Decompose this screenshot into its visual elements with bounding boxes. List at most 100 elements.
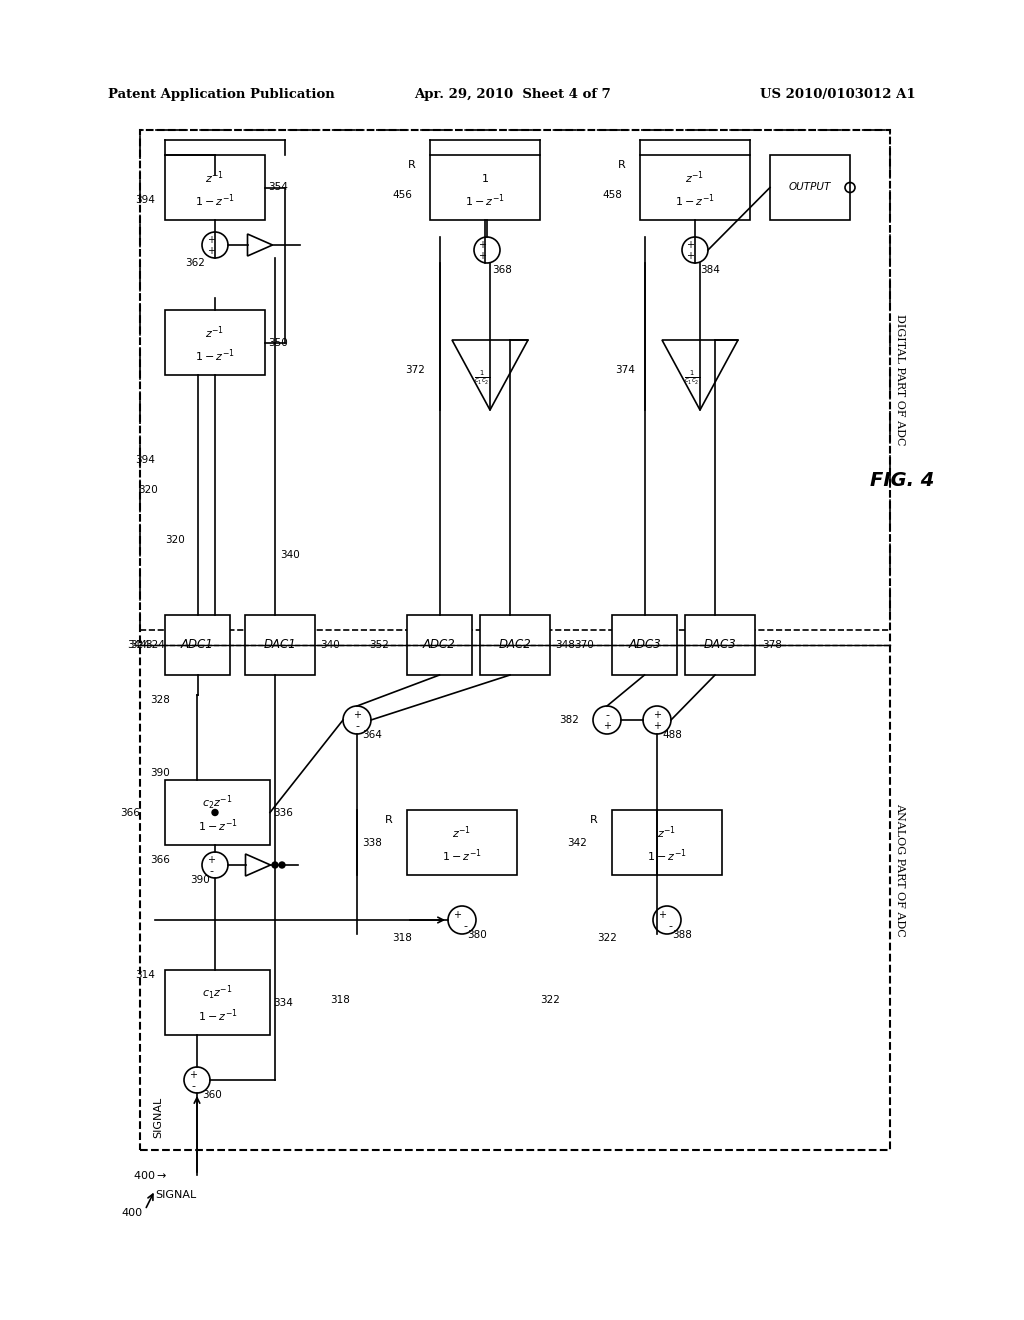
Text: 348: 348 [555,640,574,649]
Text: $1-z^{-1}$: $1-z^{-1}$ [465,193,505,209]
Text: $\frac{1}{c_1 c_2}$: $\frac{1}{c_1 c_2}$ [474,370,490,387]
FancyBboxPatch shape [612,810,722,875]
Text: 400: 400 [122,1208,143,1218]
Text: 382: 382 [559,715,579,725]
Circle shape [202,232,228,257]
Text: 334: 334 [273,998,293,1007]
Text: FIG. 4: FIG. 4 [870,470,934,490]
Text: $1-z^{-1}$: $1-z^{-1}$ [196,347,234,364]
Text: 368: 368 [492,265,512,275]
Text: 384: 384 [700,265,720,275]
Text: $1-z^{-1}$: $1-z^{-1}$ [198,1007,238,1024]
Text: $1$: $1$ [481,172,489,183]
Text: $z^{-1}$: $z^{-1}$ [453,825,472,841]
Text: ADC2: ADC2 [423,639,456,652]
FancyBboxPatch shape [685,615,755,675]
Text: 366: 366 [120,808,140,817]
Text: +: + [603,721,611,731]
FancyBboxPatch shape [612,615,677,675]
Circle shape [343,706,371,734]
Text: 360: 360 [202,1090,222,1100]
Text: -: - [209,866,213,876]
Text: -: - [355,721,359,731]
Text: +: + [478,240,486,249]
Text: +: + [189,1071,197,1080]
Text: R: R [385,814,393,825]
Text: 394: 394 [135,455,155,465]
Text: R: R [409,160,416,170]
Text: -: - [668,921,672,931]
Text: +: + [207,855,215,865]
Text: -: - [463,921,467,931]
FancyBboxPatch shape [165,154,265,220]
Text: DIGITAL PART OF ADC: DIGITAL PART OF ADC [895,314,905,446]
Text: DAC2: DAC2 [499,639,531,652]
Text: 328: 328 [150,696,170,705]
FancyBboxPatch shape [407,810,517,875]
Text: $z^{-1}$: $z^{-1}$ [206,325,224,341]
Text: 370: 370 [574,640,594,649]
FancyBboxPatch shape [407,615,472,675]
Text: $c_2 z^{-1}$: $c_2 z^{-1}$ [203,793,232,812]
Text: 400$\rightarrow$: 400$\rightarrow$ [133,1170,167,1181]
Circle shape [212,809,218,816]
Text: -: - [191,1081,195,1092]
Text: 318: 318 [392,933,412,942]
Circle shape [449,906,476,935]
FancyBboxPatch shape [245,615,315,675]
FancyBboxPatch shape [480,615,550,675]
Circle shape [279,862,285,869]
Text: ADC1: ADC1 [181,639,214,652]
Text: 324: 324 [130,640,150,649]
Text: OUTPUT: OUTPUT [788,182,831,193]
Text: $1-z^{-1}$: $1-z^{-1}$ [198,817,238,834]
Text: +: + [353,710,361,719]
Text: 372: 372 [406,366,425,375]
Circle shape [643,706,671,734]
Text: 338: 338 [362,837,382,847]
Text: +: + [478,251,486,261]
Text: 350: 350 [268,338,288,347]
Text: 352: 352 [369,640,389,649]
Text: 354: 354 [268,182,288,193]
FancyBboxPatch shape [165,615,230,675]
Text: ANALOG PART OF ADC: ANALOG PART OF ADC [895,803,905,937]
Circle shape [653,906,681,935]
Text: $z^{-1}$: $z^{-1}$ [657,825,677,841]
Text: 322: 322 [540,995,560,1005]
Text: 456: 456 [392,190,412,201]
Text: $z^{-1}$: $z^{-1}$ [685,169,705,186]
Text: 320: 320 [138,484,158,495]
Text: +: + [653,721,662,731]
Circle shape [593,706,621,734]
Text: SIGNAL: SIGNAL [155,1191,197,1200]
Text: $\frac{1}{c_1 c_2}$: $\frac{1}{c_1 c_2}$ [684,370,700,387]
Text: +: + [686,251,694,261]
Text: DAC3: DAC3 [703,639,736,652]
Text: Patent Application Publication: Patent Application Publication [108,88,335,102]
Text: Apr. 29, 2010  Sheet 4 of 7: Apr. 29, 2010 Sheet 4 of 7 [414,88,610,102]
Text: +: + [686,240,694,249]
FancyBboxPatch shape [640,154,750,220]
Text: 344: 344 [127,640,147,649]
Text: 324: 324 [145,640,165,649]
Text: $1-z^{-1}$: $1-z^{-1}$ [647,847,687,863]
Circle shape [474,238,500,263]
Text: SIGNAL: SIGNAL [153,1097,163,1138]
Text: 362: 362 [185,257,205,268]
Text: -: - [605,710,609,719]
Text: 318: 318 [330,995,350,1005]
Text: 336: 336 [273,808,293,817]
Text: DAC1: DAC1 [263,639,296,652]
Text: 322: 322 [597,933,616,942]
Text: $c_1 z^{-1}$: $c_1 z^{-1}$ [203,983,232,1002]
Text: 340: 340 [280,550,300,560]
Text: +: + [207,246,215,256]
Text: $1-z^{-1}$: $1-z^{-1}$ [675,193,715,209]
FancyBboxPatch shape [165,780,270,845]
FancyBboxPatch shape [430,154,540,220]
Text: 390: 390 [190,875,210,884]
Text: 366: 366 [150,855,170,865]
Text: 378: 378 [762,640,782,649]
Text: +: + [453,909,461,920]
